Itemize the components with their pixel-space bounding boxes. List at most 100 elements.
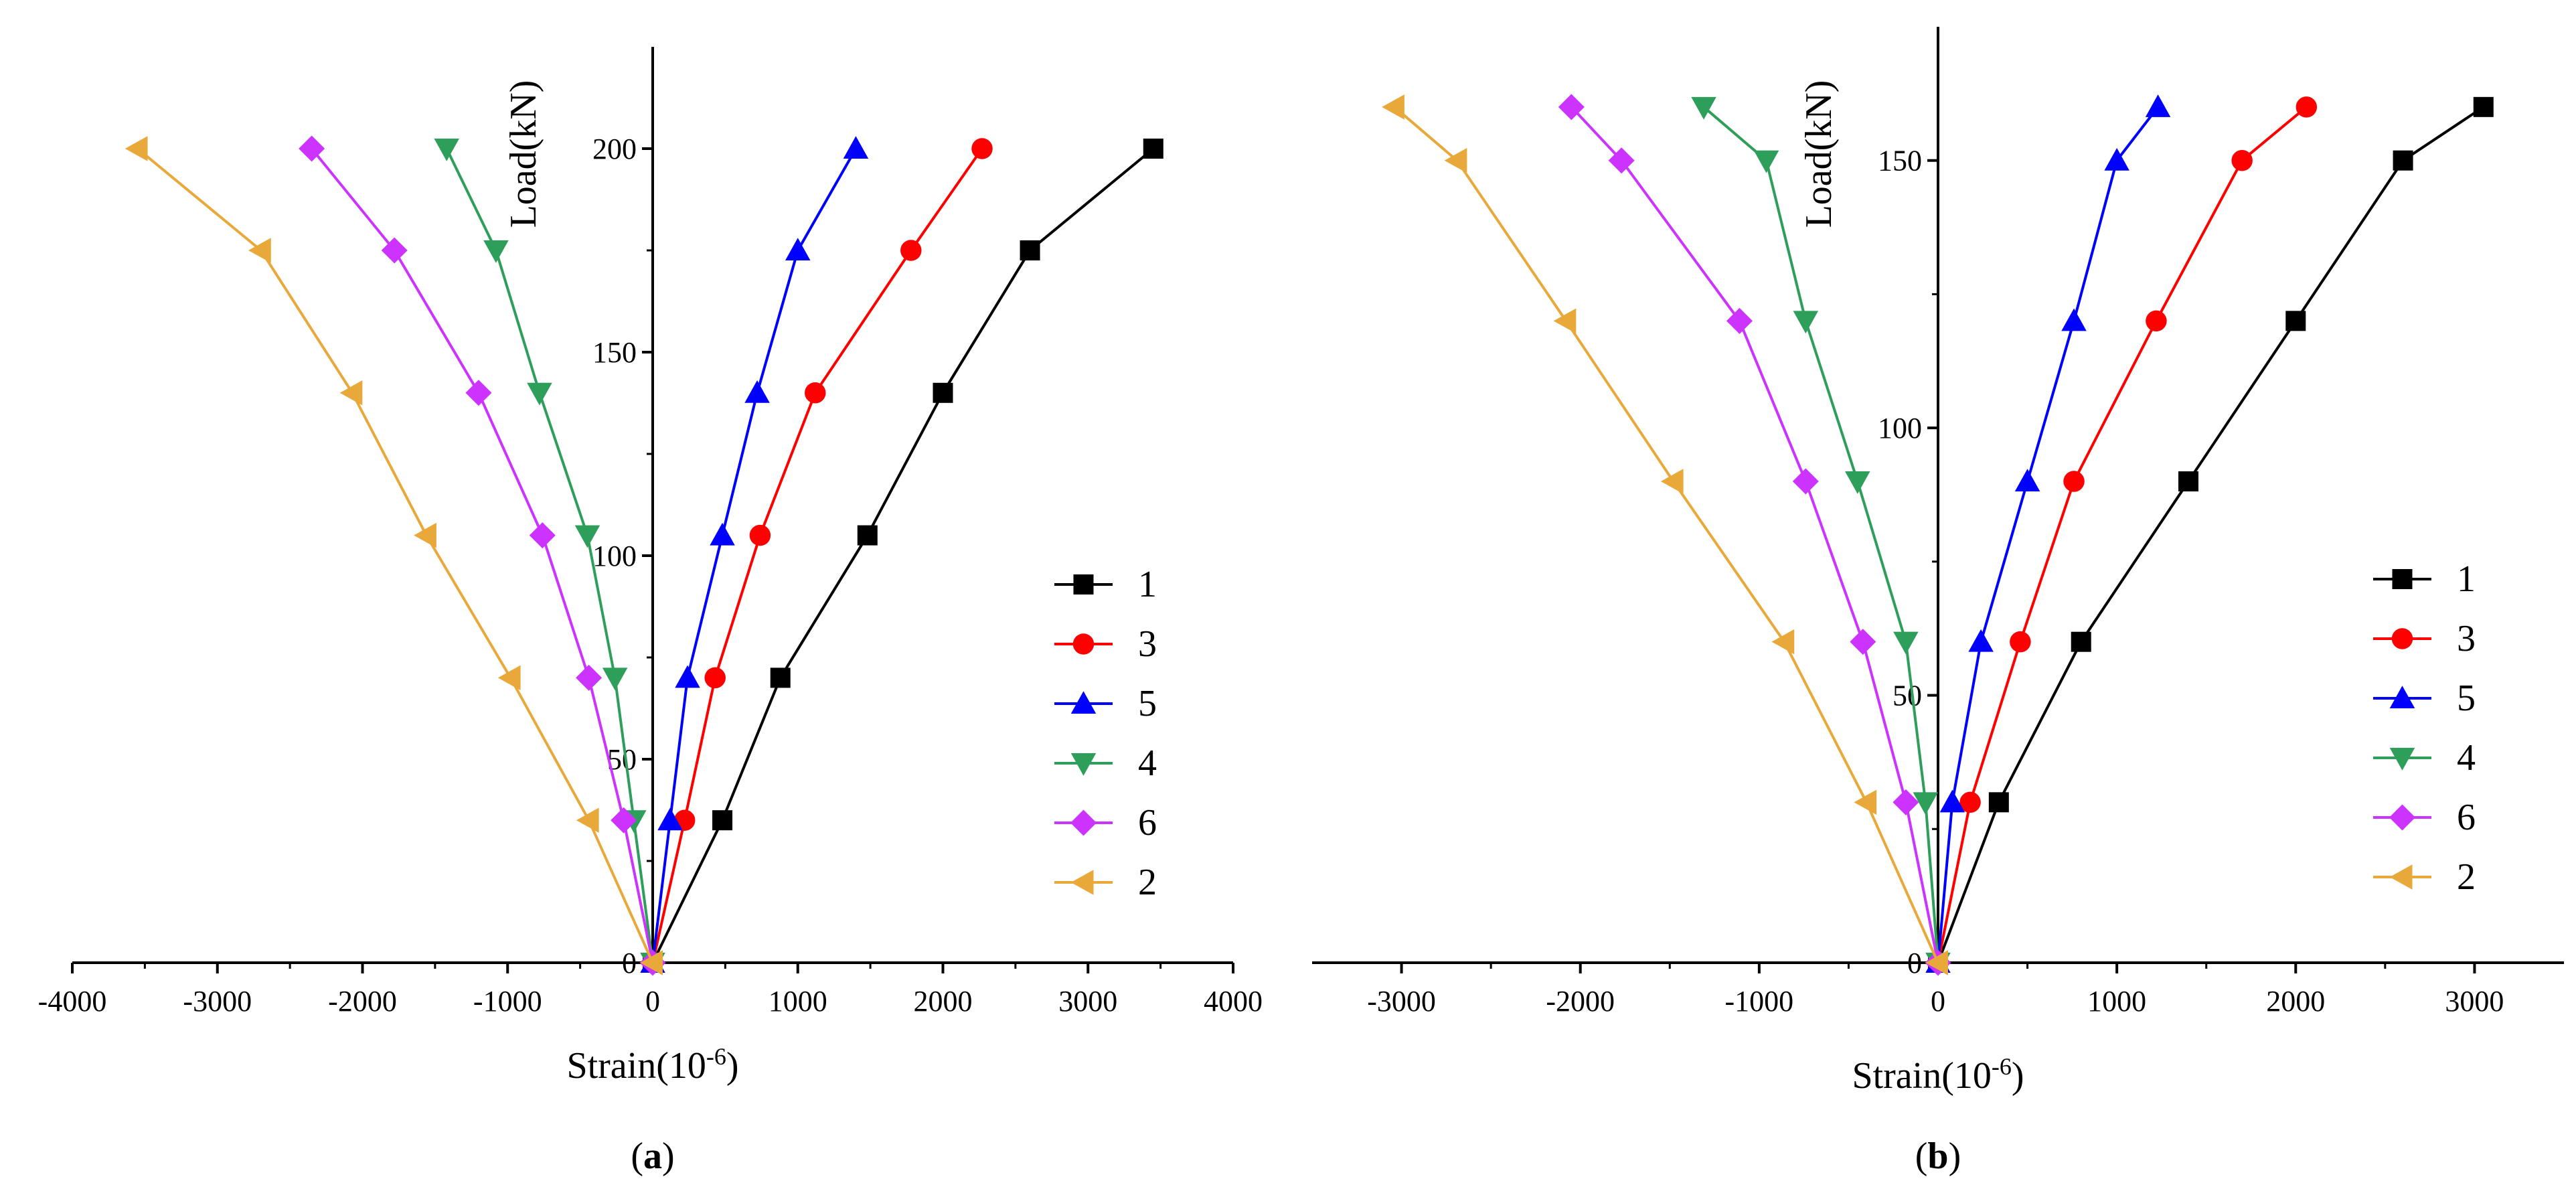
- legend-label-3-a: 3: [1138, 623, 1157, 665]
- legend-marker-1-b: [2392, 569, 2413, 589]
- data-point-4-b: [1753, 150, 1779, 173]
- data-point-2-b: [1660, 469, 1684, 494]
- series-line-5-b: [1937, 106, 2160, 963]
- series-1-a: [643, 139, 1163, 973]
- data-point-1-b: [1988, 792, 2009, 813]
- x-tick-label-a: -1000: [473, 985, 542, 1018]
- data-point-1-b: [2473, 96, 2494, 117]
- x-axis-title-b: Strain(10-6): [1852, 1053, 2024, 1097]
- data-point-4-b: [1845, 471, 1870, 494]
- series-line-3-b: [1937, 106, 2308, 963]
- legend-marker-4-a: [1070, 753, 1097, 776]
- series-5-a: [640, 136, 869, 973]
- x-tick-label-a: -2000: [328, 985, 397, 1018]
- data-point-2-a: [576, 807, 599, 833]
- data-point-3-a: [704, 667, 726, 689]
- y-tick-label-a: 100: [592, 540, 637, 572]
- legend-marker-2-a: [1070, 870, 1094, 895]
- x-tick-label-b: 3000: [2445, 985, 2504, 1018]
- legend-marker-3-b: [2391, 628, 2413, 649]
- data-point-3-b: [2146, 310, 2167, 332]
- y-tick-label-b: 50: [1893, 680, 1922, 712]
- data-point-5-a: [710, 522, 735, 546]
- series-1-b: [1928, 96, 2494, 973]
- y-tick-label-b: 100: [1878, 412, 1922, 445]
- legend-label-5-b: 5: [2457, 678, 2476, 719]
- legend-marker-4-b: [2389, 748, 2415, 771]
- x-tick-label-b: 1000: [2087, 985, 2146, 1018]
- y-tick-label-a: 150: [592, 336, 637, 369]
- axes-a: -4000 -3000 -2000 -1000 0 1000 2000 3000 4000050…: [38, 47, 1263, 1018]
- data-point-1-a: [857, 525, 878, 546]
- data-point-5-b: [2104, 147, 2129, 171]
- legend-marker-5-b: [2389, 686, 2415, 708]
- data-point-4-a: [483, 240, 509, 263]
- data-point-3-b: [2063, 471, 2085, 492]
- data-point-5-b: [1968, 629, 1994, 652]
- legend-label-1-a: 1: [1138, 564, 1157, 605]
- x-tick-label-b: 0: [1931, 985, 1945, 1018]
- data-point-2-a: [339, 380, 363, 406]
- y-axis-title-a: Load(kN): [503, 80, 544, 228]
- x-tick-label-b: -2000: [1546, 985, 1615, 1018]
- data-point-1-a: [712, 810, 733, 831]
- data-point-4-a: [602, 667, 628, 691]
- data-point-6-a: [611, 807, 637, 834]
- data-point-1-b: [2285, 311, 2306, 331]
- legend-a: 1 3 5 4 6 2: [1054, 564, 1157, 903]
- y-tick-label-b: 150: [1878, 145, 1922, 177]
- legend-label-1-b: 1: [2457, 558, 2476, 600]
- x-tick-label-b: -3000: [1367, 985, 1436, 1018]
- axes-b: -3000 -2000 -1000 0 1000 2000 3000 0 50 100 150: [1312, 27, 2564, 1018]
- data-point-2-b: [1444, 147, 1467, 173]
- legend-label-5-a: 5: [1138, 683, 1157, 724]
- data-point-6-b: [1792, 468, 1819, 495]
- data-point-2-a: [640, 950, 663, 975]
- data-point-4-a: [527, 382, 552, 406]
- x-tick-label-b: 2000: [2266, 985, 2325, 1018]
- data-point-3-b: [1959, 791, 1981, 813]
- data-point-2-a: [248, 238, 271, 263]
- data-point-5-a: [657, 807, 683, 831]
- x-axis-title-a: Strain(10-6): [566, 1043, 738, 1087]
- series-line-1-a: [651, 147, 1155, 963]
- y-axis-title-b: Load(kN): [1798, 80, 1840, 228]
- data-point-2-b: [1854, 789, 1877, 815]
- y-tick-label-a: 200: [592, 133, 637, 165]
- data-point-3-a: [749, 524, 771, 546]
- data-point-5-b: [1939, 789, 1965, 813]
- data-point-3-b: [2231, 149, 2253, 171]
- x-tick-label-a: -4000: [38, 985, 107, 1018]
- series-3-b: [1927, 96, 2318, 973]
- series-line-6-b: [1570, 106, 1939, 963]
- legend-label-6-a: 6: [1138, 802, 1157, 844]
- series-line-4-b: [1702, 106, 1939, 963]
- legend-b: 1 3 5 4 6 2: [2373, 558, 2476, 898]
- data-point-6-b: [1558, 94, 1585, 121]
- x-tick-label-a: -3000: [183, 985, 252, 1018]
- data-point-1-a: [933, 382, 953, 403]
- data-point-2-a: [125, 136, 148, 161]
- legend-label-6-b: 6: [2457, 797, 2476, 838]
- series-line-1-b: [1937, 106, 2484, 963]
- series-6-b: [1558, 94, 1951, 976]
- data-point-6-a: [299, 135, 325, 162]
- data-point-3-a: [971, 138, 993, 159]
- legend-label-4-a: 4: [1138, 742, 1157, 784]
- data-point-5-a: [785, 238, 811, 260]
- legend-label-3-b: 3: [2457, 618, 2476, 659]
- chart-panel-b: -3000 -2000 -1000 0 1000 2000 3000 0 50 100 150 1 3 5…: [1312, 27, 2564, 1177]
- y-tick-label-a: 0: [622, 947, 637, 979]
- x-tick-label-a: 2000: [914, 985, 973, 1018]
- series-line-2-b: [1393, 106, 1939, 963]
- data-point-5-b: [2061, 308, 2087, 331]
- series-6-a: [299, 135, 666, 976]
- data-point-3-a: [805, 382, 826, 404]
- legend-marker-6-a: [1070, 809, 1097, 836]
- data-point-5-a: [675, 665, 700, 688]
- data-point-6-b: [1893, 789, 1919, 815]
- data-point-6-a: [576, 664, 602, 691]
- data-point-6-b: [1608, 147, 1635, 174]
- data-point-1-a: [1143, 139, 1163, 159]
- data-point-3-b: [2010, 631, 2031, 653]
